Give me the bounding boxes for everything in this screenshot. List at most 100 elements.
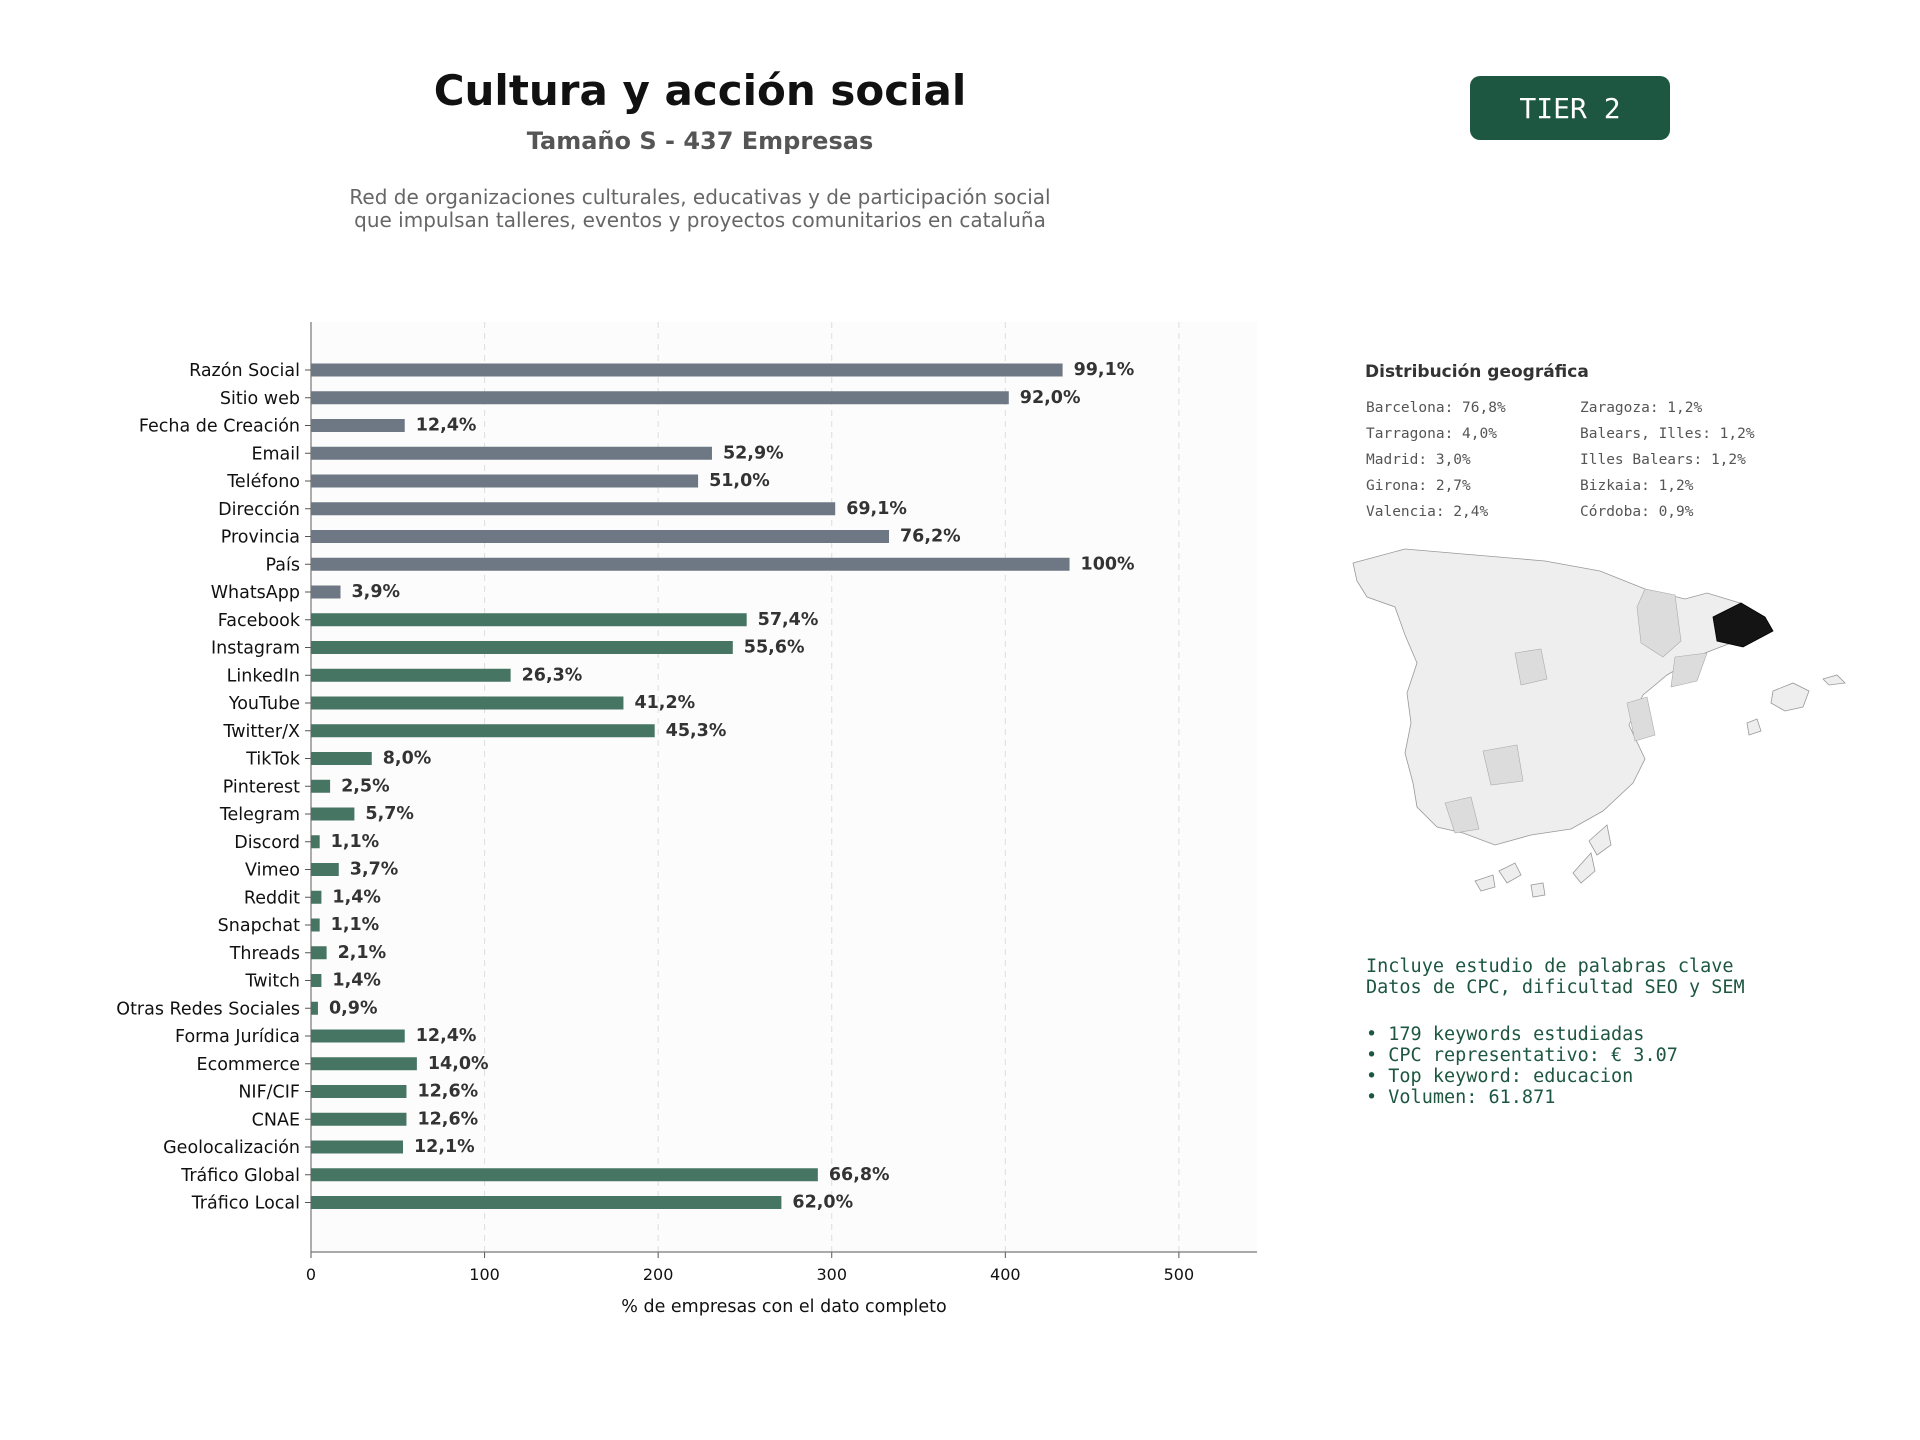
bar [311, 530, 890, 543]
value-label: 92,0% [1020, 388, 1081, 408]
value-label: 12,4% [416, 1026, 477, 1046]
map-menorca [1822, 674, 1846, 686]
category-label: Facebook [218, 611, 301, 631]
bar [311, 1057, 417, 1071]
value-label: 55,6% [744, 638, 805, 658]
map-cadiz [1444, 796, 1480, 834]
map-canary-3 [1530, 882, 1546, 898]
geo-item: Bizkaia: 1,2% [1580, 478, 1694, 494]
geo-item: Zaragoza: 1,2% [1580, 400, 1703, 416]
bar [311, 668, 511, 682]
category-label: Email [251, 444, 300, 464]
category-label: Dirección [218, 500, 300, 520]
value-label: 99,1% [1074, 360, 1135, 380]
value-label: 45,3% [666, 721, 727, 741]
bar [311, 502, 836, 516]
category-label: Tráfico Local [191, 1194, 300, 1214]
bar [311, 696, 624, 710]
bar [311, 779, 331, 793]
category-label: Telegram [219, 805, 300, 825]
map-canary-2 [1498, 862, 1522, 884]
category-label: Otras Redes Sociales [116, 999, 300, 1019]
geo-item: Córdoba: 0,9% [1580, 504, 1694, 520]
category-label: Twitter/X [222, 722, 300, 742]
value-label: 12,6% [417, 1082, 478, 1102]
bar [311, 946, 327, 960]
bar [311, 1112, 407, 1126]
bar [311, 974, 322, 987]
category-label: Snapchat [218, 916, 300, 936]
category-label: Razón Social [189, 361, 300, 381]
value-label: 3,9% [352, 582, 401, 602]
value-label: 12,1% [414, 1137, 475, 1157]
map-mallorca [1770, 682, 1810, 712]
map-canary-4 [1572, 852, 1596, 884]
value-label: 0,9% [329, 998, 378, 1018]
value-label: 66,8% [829, 1165, 890, 1185]
value-label: 12,4% [416, 416, 477, 436]
category-label: Instagram [211, 639, 300, 659]
value-label: 62,0% [792, 1193, 853, 1213]
description-line: que impulsan talleres, eventos y proyect… [354, 208, 1046, 232]
value-label: 2,1% [338, 943, 387, 963]
category-label: NIF/CIF [238, 1083, 300, 1103]
value-label: 41,2% [634, 693, 695, 713]
category-label: Reddit [244, 888, 300, 908]
bar [311, 446, 712, 460]
category-label: Discord [234, 833, 300, 853]
category-label: Vimeo [245, 861, 300, 881]
value-label: 1,1% [331, 832, 380, 852]
geo-item: Valencia: 2,4% [1366, 504, 1489, 520]
spain-map [1352, 548, 1846, 898]
value-label: 3,7% [350, 860, 399, 880]
bar [311, 613, 747, 627]
keywords-intro: Incluye estudio de palabras clave [1366, 956, 1734, 977]
bar [311, 890, 322, 904]
value-label: 2,5% [341, 776, 390, 796]
bar [311, 585, 341, 599]
category-label: Fecha de Creación [139, 417, 300, 437]
geo-item: Illes Balears: 1,2% [1580, 452, 1746, 468]
map-mainland [1352, 548, 1766, 846]
geo-item: Barcelona: 76,8% [1366, 400, 1506, 416]
category-label: Provincia [221, 528, 300, 548]
bar [311, 835, 320, 849]
bar [311, 807, 355, 821]
geo-item: Balears, Illes: 1,2% [1580, 426, 1755, 442]
x-tick-label: 0 [306, 1265, 316, 1284]
x-axis-label: % de empresas con el dato completo [621, 1297, 946, 1317]
value-label: 1,1% [331, 915, 380, 935]
map-canary-5 [1588, 824, 1612, 856]
bar [311, 557, 1070, 571]
category-label: Pinterest [223, 777, 300, 797]
description-line: Red de organizaciones culturales, educat… [349, 185, 1051, 209]
category-label: LinkedIn [227, 666, 300, 686]
value-label: 14,0% [428, 1054, 489, 1074]
bar [311, 1140, 403, 1154]
keywords-bullet: • 179 keywords estudiadas [1366, 1024, 1645, 1045]
category-label: Threads [229, 944, 300, 964]
value-label: 52,9% [723, 443, 784, 463]
category-label: Forma Jurídica [175, 1027, 300, 1047]
value-label: 51,0% [709, 471, 770, 491]
x-tick-label: 300 [816, 1265, 847, 1284]
tier-badge: TIER 2 [1470, 76, 1670, 140]
bar [311, 752, 372, 765]
bar [311, 1001, 318, 1015]
map-cordoba [1482, 744, 1524, 786]
geo-item: Girona: 2,7% [1366, 478, 1471, 494]
value-label: 12,6% [417, 1109, 478, 1129]
bar [311, 724, 655, 738]
map-barcelona [1712, 602, 1774, 648]
keywords-bullet: • Top keyword: educacion [1366, 1066, 1634, 1087]
value-label: 1,4% [332, 971, 381, 991]
x-tick-label: 200 [643, 1265, 674, 1284]
value-label: 26,3% [522, 665, 583, 685]
category-label: Tráfico Global [180, 1166, 300, 1186]
bar [311, 1085, 407, 1098]
geo-item: Madrid: 3,0% [1366, 452, 1471, 468]
category-label: Geolocalización [163, 1138, 300, 1158]
value-label: 1,4% [332, 887, 381, 907]
bar [311, 918, 320, 932]
